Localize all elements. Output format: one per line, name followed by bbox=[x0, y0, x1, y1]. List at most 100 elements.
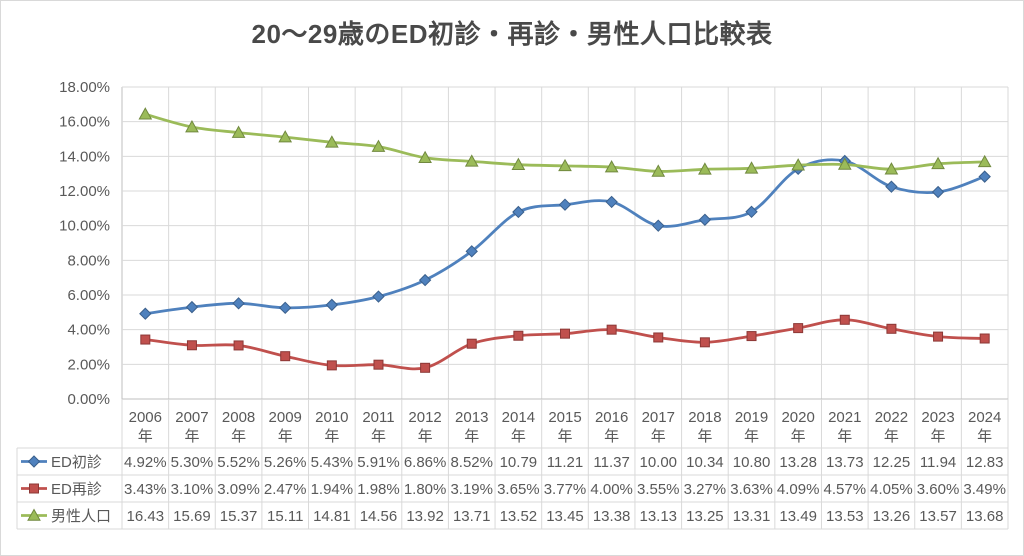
table-cell-value: 4.57% bbox=[824, 481, 867, 498]
data-point-diamond bbox=[27, 455, 41, 468]
data-point-triangle bbox=[464, 154, 479, 167]
table-cell-value: 5.52% bbox=[217, 454, 260, 471]
y-axis-tick-label: 2.00% bbox=[67, 356, 110, 373]
table-cell-value: 11.21 bbox=[547, 454, 583, 471]
table-cell-value: 16.43 bbox=[127, 508, 165, 525]
legend-label: ED再診 bbox=[51, 481, 102, 498]
data-point-square bbox=[186, 340, 197, 351]
table-cell-value: 13.92 bbox=[406, 508, 444, 525]
table-cell-value: 4.09% bbox=[777, 481, 820, 498]
x-axis-category-label: 2008 年 bbox=[222, 409, 255, 445]
table-cell-value: 13.26 bbox=[873, 508, 911, 525]
table-cell-value: 6.86% bbox=[404, 454, 447, 471]
table-cell-value: 8.52% bbox=[450, 454, 493, 471]
data-point-square bbox=[233, 340, 244, 351]
data-point-square bbox=[420, 362, 431, 373]
data-point-square bbox=[839, 314, 850, 325]
table-cell-value: 3.55% bbox=[637, 481, 680, 498]
data-point-square bbox=[29, 483, 39, 494]
table-cell-value: 3.09% bbox=[217, 481, 260, 498]
data-point-triangle bbox=[371, 139, 386, 152]
table-cell-value: 11.37 bbox=[593, 454, 629, 471]
table-cell-value: 14.56 bbox=[360, 508, 398, 525]
y-axis-tick-label: 18.00% bbox=[59, 79, 110, 96]
legend-key-ed-first-visit bbox=[21, 455, 47, 468]
series-male-population bbox=[138, 107, 992, 177]
table-cell-value: 5.43% bbox=[311, 454, 354, 471]
data-point-triangle bbox=[278, 130, 293, 143]
y-axis-tick-label: 4.00% bbox=[67, 322, 110, 339]
data-point-diamond bbox=[185, 300, 199, 314]
x-axis-category-label: 2023 年 bbox=[921, 409, 954, 445]
table-cell-value: 13.73 bbox=[826, 454, 864, 471]
table-cell-value: 13.57 bbox=[919, 508, 957, 525]
data-point-triangle bbox=[604, 160, 619, 173]
y-axis-tick-label: 10.00% bbox=[59, 218, 110, 235]
data-point-diamond bbox=[465, 245, 478, 258]
table-cell-value: 13.68 bbox=[966, 508, 1004, 525]
table-cell-value: 1.94% bbox=[311, 481, 354, 498]
legend-label: 男性人口 bbox=[51, 508, 111, 525]
table-cell-value: 3.10% bbox=[171, 481, 214, 498]
data-point-triangle bbox=[977, 154, 992, 168]
x-axis-category-label: 2016 年 bbox=[595, 409, 628, 445]
y-axis-tick-label: 16.00% bbox=[59, 114, 110, 131]
data-point-square bbox=[606, 324, 617, 335]
data-point-diamond bbox=[325, 298, 339, 312]
data-point-square bbox=[699, 337, 710, 348]
table-cell-value: 4.92% bbox=[124, 454, 167, 471]
table-cell-value: 3.65% bbox=[497, 481, 540, 498]
y-axis-tick-label: 6.00% bbox=[67, 287, 110, 304]
table-cell-value: 13.13 bbox=[639, 508, 677, 525]
x-axis-category-label: 2010 年 bbox=[315, 409, 348, 445]
x-axis-category-label: 2024 年 bbox=[968, 409, 1001, 445]
data-point-diamond bbox=[232, 297, 245, 310]
table-cell-value: 10.34 bbox=[686, 454, 724, 471]
data-point-square bbox=[886, 323, 897, 334]
table-cell-value: 5.26% bbox=[264, 454, 307, 471]
x-axis-category-label: 2012 年 bbox=[408, 409, 441, 445]
data-point-square bbox=[513, 330, 524, 341]
table-cell-value: 3.63% bbox=[730, 481, 773, 498]
legend-label: ED初診 bbox=[51, 454, 102, 471]
data-point-square bbox=[280, 351, 291, 362]
data-point-triangle bbox=[837, 157, 852, 170]
table-cell-value: 4.00% bbox=[590, 481, 633, 498]
table-row-male-population: 男性人口 16.43 15.69 15.37 15.11 14.81 14.56 13.92 1… bbox=[21, 508, 1003, 525]
table-cell-value: 13.49 bbox=[779, 508, 817, 525]
data-point-diamond bbox=[745, 205, 758, 219]
data-point-triangle bbox=[698, 162, 712, 175]
data-point-triangle bbox=[791, 158, 806, 171]
data-point-diamond bbox=[698, 213, 712, 226]
table-cell-value: 10.79 bbox=[500, 454, 538, 471]
data-point-triangle bbox=[884, 162, 899, 175]
table-cell-value: 13.53 bbox=[826, 508, 864, 525]
table-cell-value: 3.43% bbox=[124, 481, 167, 498]
table-cell-value: 3.77% bbox=[544, 481, 587, 498]
data-point-diamond bbox=[978, 170, 991, 183]
table-cell-value: 13.52 bbox=[500, 508, 538, 525]
x-axis-category-label: 2011 年 bbox=[362, 409, 394, 445]
table-cell-value: 15.37 bbox=[220, 508, 258, 525]
table-cell-value: 10.80 bbox=[733, 454, 771, 471]
data-point-triangle bbox=[185, 120, 199, 133]
y-axis-tick-label: 8.00% bbox=[67, 252, 110, 269]
data-point-diamond bbox=[558, 198, 572, 211]
data-point-diamond bbox=[279, 301, 292, 315]
table-cell-value: 3.49% bbox=[963, 481, 1006, 498]
series-ed-revisit bbox=[140, 314, 990, 373]
data-point-triangle bbox=[418, 150, 432, 164]
data-point-diamond bbox=[372, 290, 385, 303]
y-axis: 0.00% 2.00% 4.00% 6.00% 8.00% 10.00% 12.00% 14.… bbox=[59, 79, 110, 408]
data-point-diamond bbox=[139, 307, 152, 320]
data-point-diamond bbox=[931, 185, 945, 199]
data-point-triangle bbox=[138, 107, 153, 120]
table-cell-value: 2.47% bbox=[264, 481, 307, 498]
x-axis-category-label: 2019 年 bbox=[735, 409, 768, 445]
table-cell-value: 3.27% bbox=[684, 481, 727, 498]
y-axis-tick-label: 14.00% bbox=[59, 148, 110, 165]
data-point-square bbox=[979, 333, 990, 344]
data-point-square bbox=[560, 328, 570, 339]
data-point-square bbox=[653, 332, 664, 343]
